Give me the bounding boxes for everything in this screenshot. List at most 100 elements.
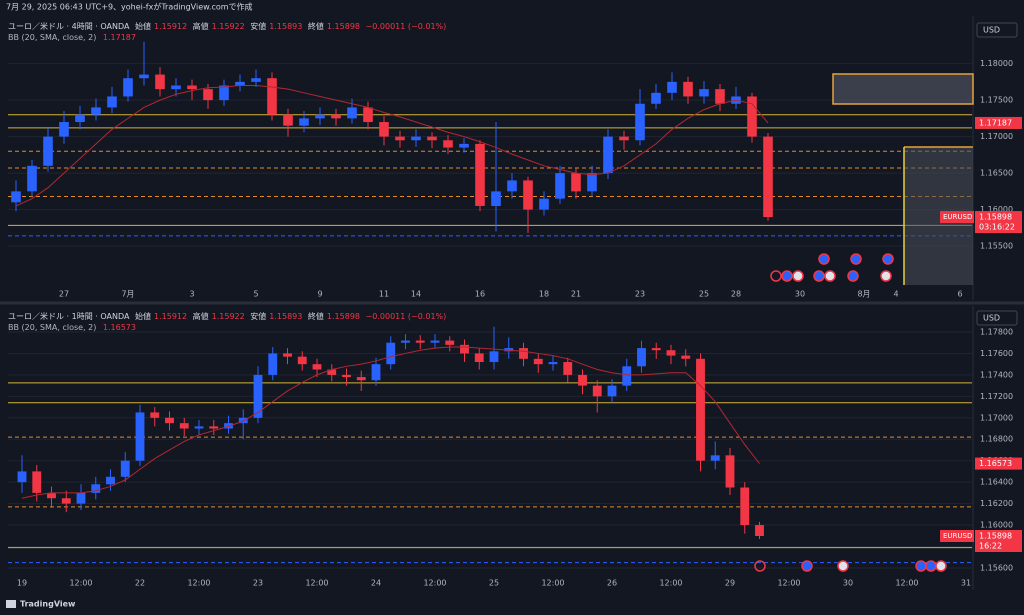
candle-body: [651, 348, 661, 351]
event-icon[interactable]: [781, 270, 793, 282]
candle-body: [155, 74, 165, 90]
countdown: 16:22: [979, 541, 1002, 550]
currency: USD: [983, 314, 1000, 323]
candle-body: [587, 173, 597, 192]
ohlc-value: 1.15893: [269, 22, 303, 31]
y-tick-label: 1.17500: [980, 96, 1013, 105]
candle-body: [563, 362, 573, 375]
candle-body: [474, 353, 484, 363]
candle-body: [32, 471, 42, 493]
indicator-legend: BB (20, SMA, close, 2) 1.16573: [8, 323, 140, 332]
ohlc-value: 1.15912: [154, 312, 188, 321]
ohlc-label: 終値: [307, 22, 324, 31]
x-tick-label: 29: [725, 579, 735, 588]
x-tick-label: 19: [17, 579, 27, 588]
currency: USD: [983, 26, 1000, 35]
candle-body: [415, 340, 425, 343]
candle-body: [59, 122, 69, 137]
candle-body: [443, 140, 453, 148]
x-tick-label: 5: [253, 290, 258, 299]
candle-body: [699, 89, 709, 97]
candle-body: [747, 96, 757, 137]
event-icon[interactable]: [882, 253, 894, 265]
candle-body: [342, 374, 351, 378]
ohlc-value: 1.15898: [326, 312, 361, 321]
y-tick-label: 1.17600: [980, 349, 1013, 358]
candle-body: [91, 484, 101, 493]
x-tick-label: 7月: [121, 290, 134, 299]
indicator-name: BB (20, SMA, close, 2): [8, 33, 97, 42]
x-tick-label: 26: [607, 579, 617, 588]
symbol-title: ユーロ／米ドル · 1時間 · OANDA: [8, 312, 130, 321]
bollinger-basis: [21, 346, 760, 499]
event-icon[interactable]: [824, 270, 836, 282]
y-tick-label: 1.17800: [980, 327, 1013, 336]
candle-body: [187, 85, 197, 90]
x-tick-label: 4: [893, 290, 898, 299]
y-tick-label: 1.18000: [980, 59, 1013, 68]
candle-body: [430, 340, 440, 343]
event-icon[interactable]: [837, 560, 849, 572]
candle-body: [363, 107, 373, 123]
candle-body: [253, 374, 263, 418]
event-icon[interactable]: [935, 560, 947, 572]
event-icon[interactable]: [813, 270, 825, 282]
indicator-value: 1.16573: [102, 323, 136, 332]
event-icons: [754, 253, 947, 572]
event-icon[interactable]: [847, 270, 859, 282]
event-icon[interactable]: [925, 560, 937, 572]
candle-body: [507, 180, 517, 192]
x-tick-label: 25: [699, 290, 709, 299]
x-tick-label: 12:00: [541, 579, 564, 588]
y-tick-label: 1.15500: [980, 242, 1013, 251]
candle-body: [491, 191, 501, 206]
x-tick-label: 12:00: [777, 579, 800, 588]
event-icon[interactable]: [801, 560, 813, 572]
candle-body: [327, 369, 337, 375]
candle-body: [299, 118, 309, 126]
x-tick-label: 12:00: [659, 579, 682, 588]
candle-body: [171, 85, 181, 90]
candle-body: [637, 348, 646, 367]
y-tick-label: 1.17000: [980, 132, 1013, 141]
page-header: 7月 29, 2025 06:43 UTC+9、yohei-fxがTrading…: [6, 2, 253, 12]
candle-body: [75, 114, 85, 123]
brand-name: TradingView: [20, 600, 76, 609]
candle-body: [755, 525, 764, 536]
candle-body: [347, 107, 357, 119]
event-icon[interactable]: [770, 270, 782, 282]
indicator-legend: BB (20, SMA, close, 2) 1.17187: [8, 33, 140, 42]
candle-body: [165, 417, 174, 424]
candle-body: [619, 136, 629, 141]
ohlc-label: 安値: [250, 312, 267, 321]
x-tick-label: 14: [411, 290, 421, 299]
x-tick-label: 27: [59, 290, 69, 299]
y-tick-label: 1.17400: [980, 370, 1013, 379]
event-icon[interactable]: [915, 560, 927, 572]
candle-body: [427, 136, 437, 141]
x-tick-label: 18: [539, 290, 549, 299]
candle-body: [635, 103, 645, 141]
candle-body: [179, 423, 189, 429]
event-icon[interactable]: [754, 560, 766, 572]
candle-body: [607, 385, 617, 397]
y-tick-label: 1.17000: [980, 413, 1013, 422]
event-icon[interactable]: [818, 253, 830, 265]
y-tick-label: 1.16400: [980, 478, 1013, 487]
candle-body: [251, 78, 261, 82]
ohlc-label: 高値: [192, 22, 209, 31]
candle-body: [194, 426, 204, 429]
event-icon[interactable]: [880, 270, 892, 282]
candle-body: [268, 353, 278, 375]
event-icon[interactable]: [850, 253, 862, 265]
candle-body: [386, 342, 396, 365]
event-icon[interactable]: [792, 270, 804, 282]
y-tick-label: 1.16500: [980, 169, 1013, 178]
candle-body: [331, 114, 341, 119]
candle-body: [120, 460, 130, 477]
symbol-tag-text: EURUSD: [943, 213, 972, 221]
x-tick-label: 21: [571, 290, 581, 299]
candle-body: [725, 455, 735, 488]
